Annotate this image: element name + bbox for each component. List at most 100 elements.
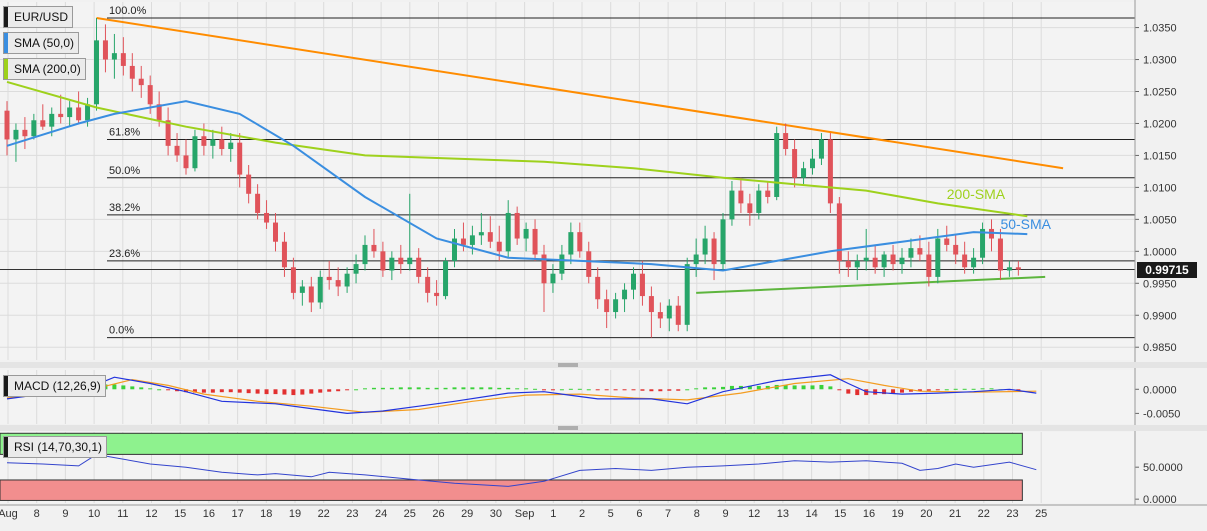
- candle-body: [899, 257, 905, 265]
- x-tick-label: Aug: [0, 508, 18, 520]
- macd-hist-bar: [542, 389, 546, 391]
- legend-sma200: SMA (200,0): [3, 58, 86, 80]
- x-tick-label: 12: [145, 508, 157, 520]
- candle-body: [890, 254, 896, 265]
- macd-hist-bar: [488, 387, 493, 390]
- macd-hist-bar: [130, 386, 135, 390]
- y-tick-label: 1.0050: [1143, 214, 1177, 226]
- panel-separator: [0, 425, 1207, 431]
- y-tick-label: 1.0350: [1143, 23, 1177, 35]
- candle-body: [926, 254, 932, 277]
- fib-label: 0.0%: [109, 325, 134, 337]
- rsi-oversold-zone: [0, 479, 1023, 501]
- macd-hist-bar: [613, 389, 618, 391]
- candle-body: [532, 228, 538, 255]
- candle-body: [845, 260, 851, 268]
- candle-body: [657, 312, 663, 319]
- macd-hist-bar: [801, 385, 806, 390]
- candle-body: [783, 133, 789, 150]
- macd-hist-bar: [219, 389, 224, 393]
- legend-rsi-label: RSI (14,70,30,1): [14, 440, 103, 454]
- fib-label: 50.0%: [109, 165, 140, 177]
- candle-body: [568, 232, 574, 255]
- last-price-tag: 0.99715: [1137, 261, 1197, 278]
- candle-body: [774, 133, 780, 197]
- macd-hist-bar: [694, 388, 699, 390]
- candle-body: [353, 264, 359, 274]
- macd-hist-bar: [166, 389, 171, 391]
- candle-body: [156, 104, 162, 121]
- rsi-tick-label: 0.0000: [1143, 494, 1177, 506]
- macd-hist-bar: [452, 387, 457, 390]
- candle-body: [31, 120, 37, 137]
- candle-body: [854, 260, 860, 268]
- candle-body: [4, 110, 10, 140]
- candle-body: [935, 238, 941, 277]
- macd-hist-bar: [148, 388, 153, 390]
- macd-hist-bar: [577, 388, 582, 390]
- candle-body: [1015, 267, 1021, 270]
- macd-hist-bar: [747, 385, 752, 390]
- x-tick-label: 18: [260, 508, 272, 520]
- candle-body: [326, 276, 332, 281]
- candle-body: [192, 136, 198, 169]
- macd-hist-bar: [318, 389, 323, 393]
- candle-body: [648, 296, 654, 313]
- candle-body: [693, 254, 699, 265]
- macd-hist-bar: [336, 389, 341, 392]
- macd-hist-bar: [926, 389, 931, 391]
- macd-hist-bar: [228, 389, 233, 393]
- candle-body: [174, 145, 180, 156]
- candle-body: [818, 139, 824, 159]
- candle-body: [443, 260, 449, 297]
- macd-hist-bar: [765, 385, 770, 390]
- macd-hist-bar: [425, 387, 430, 390]
- macd-hist-bar: [461, 387, 466, 390]
- macd-hist-bar: [506, 387, 511, 390]
- candle-body: [380, 251, 386, 271]
- macd-hist-bar: [434, 387, 439, 390]
- x-tick-label: 24: [375, 508, 387, 520]
- x-tick-label: 8: [694, 508, 700, 520]
- macd-hist-bar: [792, 385, 797, 390]
- macd-hist-bar: [139, 387, 144, 390]
- legend-sma50-swatch: [4, 33, 8, 53]
- candle-body: [836, 203, 842, 261]
- candle-body: [622, 289, 628, 300]
- macd-hist-bar: [756, 385, 761, 390]
- macd-hist-bar: [192, 389, 197, 393]
- candle-body: [765, 190, 771, 197]
- candle-body: [147, 85, 153, 105]
- macd-hist-bar: [210, 389, 215, 393]
- legend-sma200-swatch: [4, 59, 8, 79]
- candle-body: [407, 257, 413, 265]
- fib-label: 23.6%: [109, 248, 140, 260]
- candle-body: [228, 142, 234, 150]
- macd-hist-bar: [604, 389, 609, 391]
- macd-tick-label: 0.0000: [1143, 384, 1177, 396]
- candle-body: [138, 78, 144, 86]
- fib-label: 100.0%: [109, 5, 147, 17]
- macd-hist-bar: [255, 389, 260, 394]
- macd-hist-bar: [354, 389, 359, 391]
- legend-macd: MACD (12,26,9): [3, 375, 106, 397]
- candle-body: [1006, 267, 1012, 271]
- x-tick-label: 14: [805, 508, 817, 520]
- candle-body: [273, 222, 278, 242]
- x-tick-label: 19: [289, 508, 301, 520]
- candle-body: [487, 232, 493, 242]
- macd-hist-bar: [264, 389, 269, 395]
- candle-body: [308, 286, 314, 303]
- candle-body: [792, 149, 798, 178]
- candle-body: [577, 232, 583, 252]
- macd-hist-bar: [345, 389, 350, 391]
- y-tick-label: 0.9900: [1143, 310, 1177, 322]
- x-tick-label: 25: [1035, 508, 1047, 520]
- x-tick-label: 5: [608, 508, 614, 520]
- candle-body: [120, 53, 126, 66]
- macd-hist-bar: [783, 384, 788, 390]
- macd-hist-bar: [944, 389, 949, 391]
- candle-body: [863, 257, 869, 261]
- x-tick-label: 26: [432, 508, 444, 520]
- macd-hist-bar: [962, 388, 967, 390]
